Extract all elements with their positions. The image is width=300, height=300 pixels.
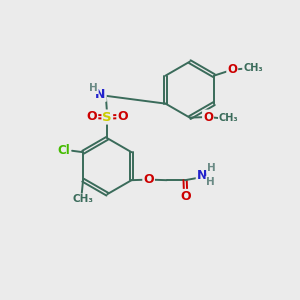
- Text: O: O: [87, 110, 97, 123]
- Text: N: N: [95, 88, 106, 101]
- Text: O: O: [180, 190, 191, 203]
- Text: S: S: [103, 110, 112, 124]
- Text: O: O: [143, 173, 154, 186]
- Text: O: O: [117, 110, 128, 123]
- Text: N: N: [197, 169, 207, 182]
- Text: H: H: [206, 177, 215, 187]
- Text: H: H: [89, 83, 98, 93]
- Text: CH₃: CH₃: [219, 113, 238, 124]
- Text: O: O: [227, 63, 237, 76]
- Text: CH₃: CH₃: [243, 63, 263, 73]
- Text: Cl: Cl: [58, 144, 70, 157]
- Text: H: H: [207, 163, 216, 173]
- Text: O: O: [203, 110, 213, 124]
- Text: CH₃: CH₃: [73, 194, 94, 204]
